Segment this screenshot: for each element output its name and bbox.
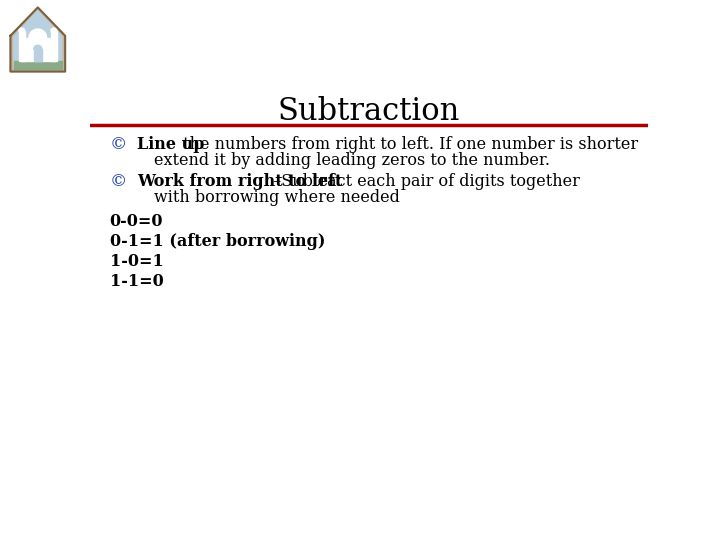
Text: the numbers from right to left. If one number is shorter: the numbers from right to left. If one n… — [178, 136, 638, 153]
Polygon shape — [14, 60, 62, 69]
Text: ©: © — [109, 173, 127, 190]
Text: Subtraction: Subtraction — [278, 96, 460, 126]
Polygon shape — [14, 11, 62, 69]
Text: with borrowing where needed: with borrowing where needed — [154, 189, 400, 206]
Text: Work from right to left: Work from right to left — [138, 173, 343, 190]
Text: extend it by adding leading zeros to the number.: extend it by adding leading zeros to the… — [154, 152, 550, 169]
Polygon shape — [19, 28, 24, 31]
Polygon shape — [51, 28, 57, 31]
Polygon shape — [51, 31, 57, 60]
Polygon shape — [11, 8, 66, 71]
Text: 1-0=1: 1-0=1 — [109, 253, 163, 269]
Text: 0-1=1 (after borrowing): 0-1=1 (after borrowing) — [109, 233, 325, 249]
Polygon shape — [34, 49, 42, 60]
Polygon shape — [19, 31, 24, 60]
Text: –Subtract each pair of digits together: –Subtract each pair of digits together — [269, 173, 580, 190]
Polygon shape — [29, 29, 47, 38]
Polygon shape — [21, 38, 55, 60]
Text: Line up: Line up — [138, 136, 204, 153]
Polygon shape — [34, 45, 42, 49]
Text: 1-1=0: 1-1=0 — [109, 273, 163, 289]
Text: 0-0=0: 0-0=0 — [109, 213, 163, 230]
Text: ©: © — [109, 136, 127, 153]
